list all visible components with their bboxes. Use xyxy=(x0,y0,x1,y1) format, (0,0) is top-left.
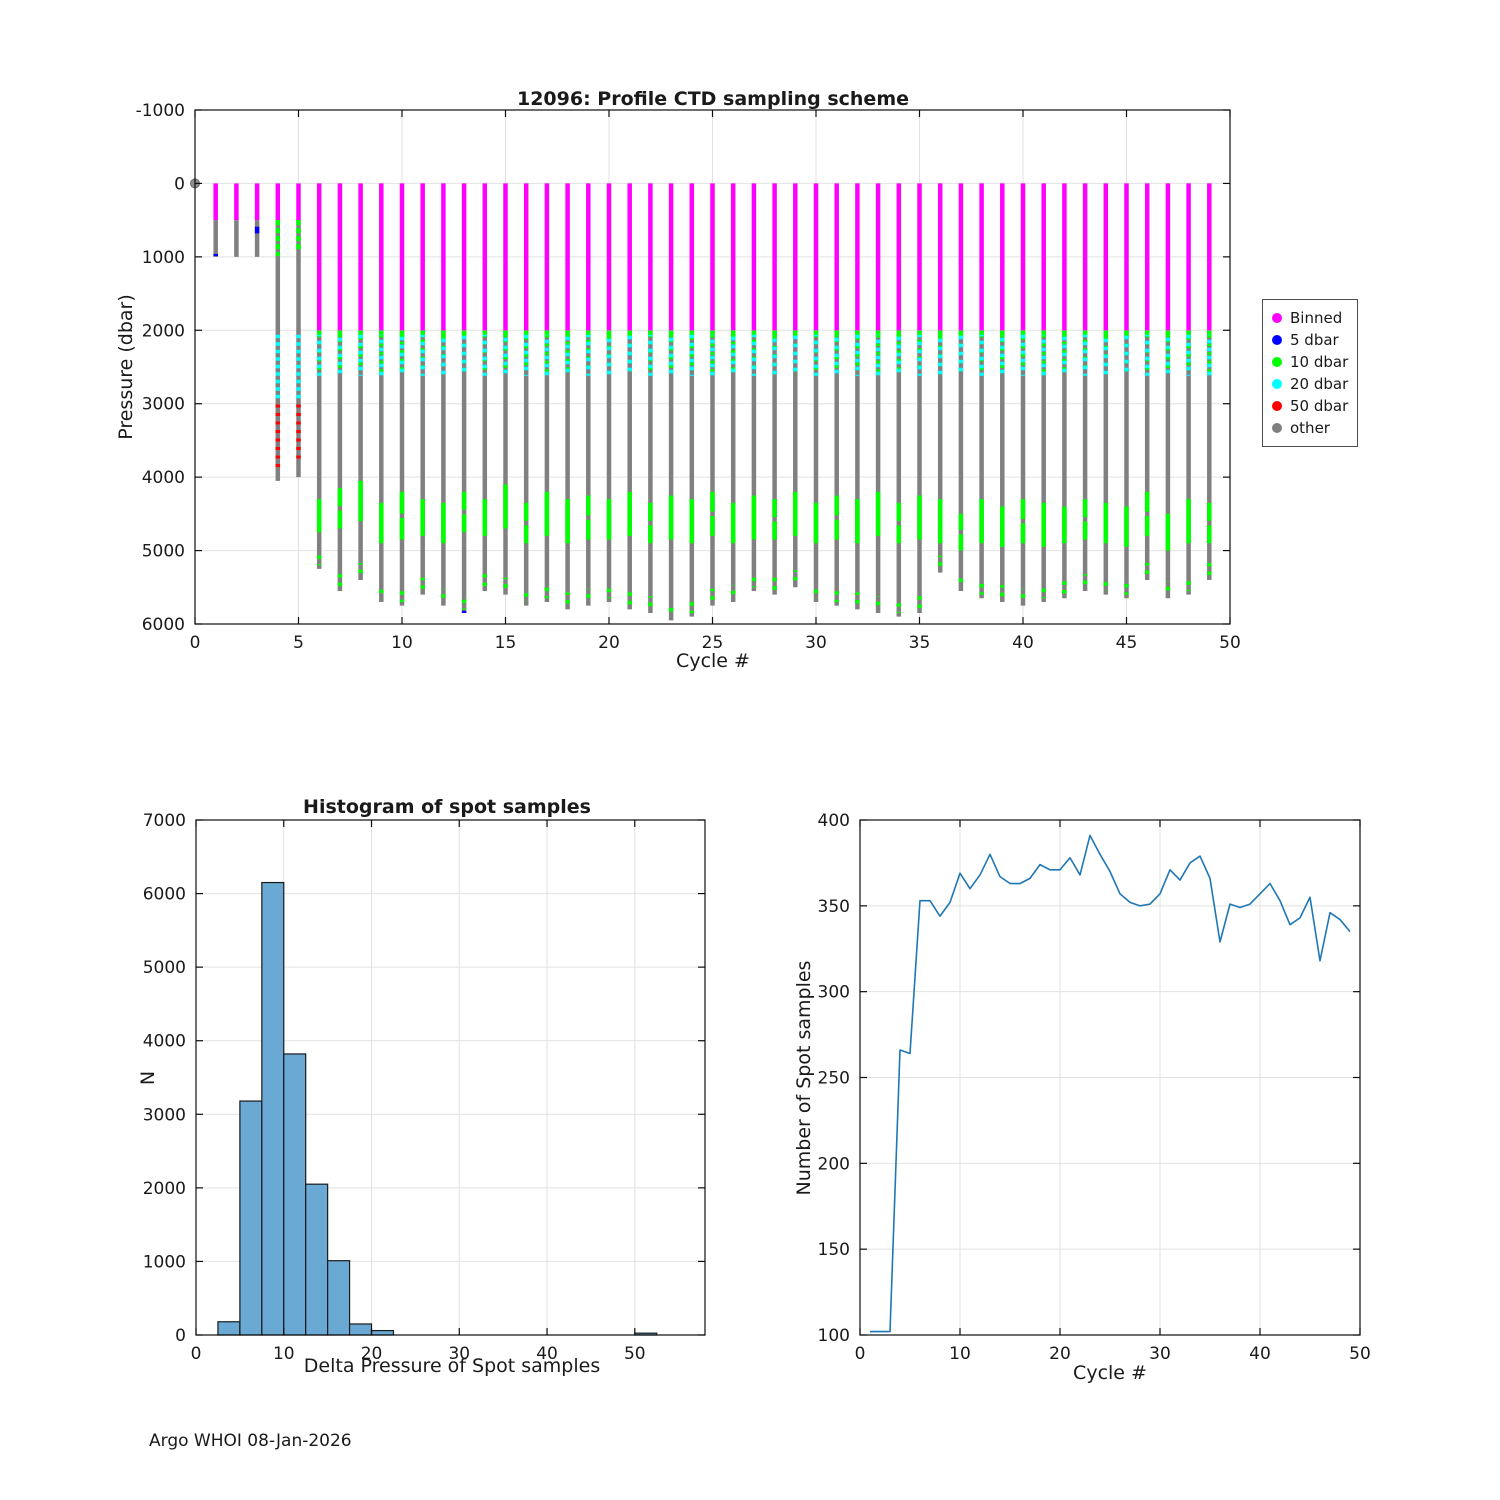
hist-chart-ylabel: N xyxy=(137,1070,159,1086)
svg-text:25: 25 xyxy=(702,633,724,653)
legend-marker-icon xyxy=(1272,379,1282,389)
svg-text:0: 0 xyxy=(190,633,201,653)
legend-item: 50 dbar xyxy=(1272,395,1349,417)
svg-text:7000: 7000 xyxy=(143,811,186,831)
svg-text:2000: 2000 xyxy=(142,321,185,341)
svg-text:2000: 2000 xyxy=(143,1179,186,1199)
svg-text:400: 400 xyxy=(818,811,850,831)
svg-text:30: 30 xyxy=(448,1344,470,1364)
legend-marker-icon xyxy=(1272,313,1282,323)
legend-item-label: 10 dbar xyxy=(1290,353,1349,371)
svg-text:50: 50 xyxy=(624,1344,646,1364)
svg-text:250: 250 xyxy=(818,1069,850,1089)
svg-text:-1000: -1000 xyxy=(136,101,185,121)
line-chart-ylabel: Number of Spot samples xyxy=(793,960,815,1196)
hist-chart-title: Histogram of spot samples xyxy=(303,796,591,818)
legend-item: 10 dbar xyxy=(1272,351,1349,373)
svg-text:200: 200 xyxy=(818,1154,850,1174)
svg-text:150: 150 xyxy=(818,1240,850,1260)
svg-text:5000: 5000 xyxy=(143,958,186,978)
svg-text:20: 20 xyxy=(1049,1344,1071,1364)
svg-text:6000: 6000 xyxy=(143,885,186,905)
svg-text:100: 100 xyxy=(818,1326,850,1346)
svg-text:300: 300 xyxy=(818,983,850,1003)
legend: Binned 5 dbar 10 dbar 20 dbar 50 dbar other xyxy=(1262,299,1358,447)
svg-text:20: 20 xyxy=(598,633,620,653)
svg-text:0: 0 xyxy=(174,174,185,194)
svg-text:4000: 4000 xyxy=(142,468,185,488)
svg-text:15: 15 xyxy=(495,633,517,653)
svg-text:0: 0 xyxy=(175,1326,186,1346)
legend-item: other xyxy=(1272,417,1349,439)
svg-text:45: 45 xyxy=(1116,633,1138,653)
svg-text:50: 50 xyxy=(1219,633,1241,653)
svg-text:40: 40 xyxy=(536,1344,558,1364)
line-chart-xlabel: Cycle # xyxy=(1073,1362,1147,1384)
svg-text:10: 10 xyxy=(273,1344,295,1364)
svg-text:40: 40 xyxy=(1249,1344,1271,1364)
svg-text:20: 20 xyxy=(361,1344,383,1364)
svg-text:4000: 4000 xyxy=(143,1032,186,1052)
svg-text:3000: 3000 xyxy=(143,1105,186,1125)
top-chart-xlabel: Cycle # xyxy=(676,650,750,672)
top-chart-title: 12096: Profile CTD sampling scheme xyxy=(516,88,910,110)
legend-item-label: 5 dbar xyxy=(1290,331,1339,349)
svg-text:3000: 3000 xyxy=(142,395,185,415)
legend-marker-icon xyxy=(1272,335,1282,345)
legend-marker-icon xyxy=(1272,357,1282,367)
svg-text:350: 350 xyxy=(818,897,850,917)
legend-item-label: 20 dbar xyxy=(1290,375,1349,393)
svg-text:30: 30 xyxy=(1149,1344,1171,1364)
legend-item-label: other xyxy=(1290,419,1330,437)
top-chart-ylabel: Pressure (dbar) xyxy=(115,294,137,440)
svg-text:10: 10 xyxy=(391,633,413,653)
legend-item-label: Binned xyxy=(1290,309,1343,327)
legend-item: Binned xyxy=(1272,307,1349,329)
svg-text:6000: 6000 xyxy=(142,615,185,635)
svg-text:30: 30 xyxy=(805,633,827,653)
legend-item: 20 dbar xyxy=(1272,373,1349,395)
legend-item-label: 50 dbar xyxy=(1290,397,1349,415)
svg-text:50: 50 xyxy=(1349,1344,1371,1364)
hist-chart-xlabel: Delta Pressure of Spot samples xyxy=(303,1355,601,1377)
footer-text: Argo WHOI 08-Jan-2026 xyxy=(149,1431,352,1451)
legend-item: 5 dbar xyxy=(1272,329,1349,351)
svg-text:0: 0 xyxy=(855,1344,866,1364)
legend-marker-icon xyxy=(1272,401,1282,411)
svg-text:35: 35 xyxy=(909,633,931,653)
svg-text:0: 0 xyxy=(191,1344,202,1364)
svg-text:1000: 1000 xyxy=(142,248,185,268)
svg-text:5000: 5000 xyxy=(142,542,185,562)
svg-text:1000: 1000 xyxy=(143,1252,186,1272)
svg-text:5: 5 xyxy=(293,633,304,653)
legend-marker-icon xyxy=(1272,423,1282,433)
svg-text:40: 40 xyxy=(1012,633,1034,653)
svg-text:10: 10 xyxy=(949,1344,971,1364)
